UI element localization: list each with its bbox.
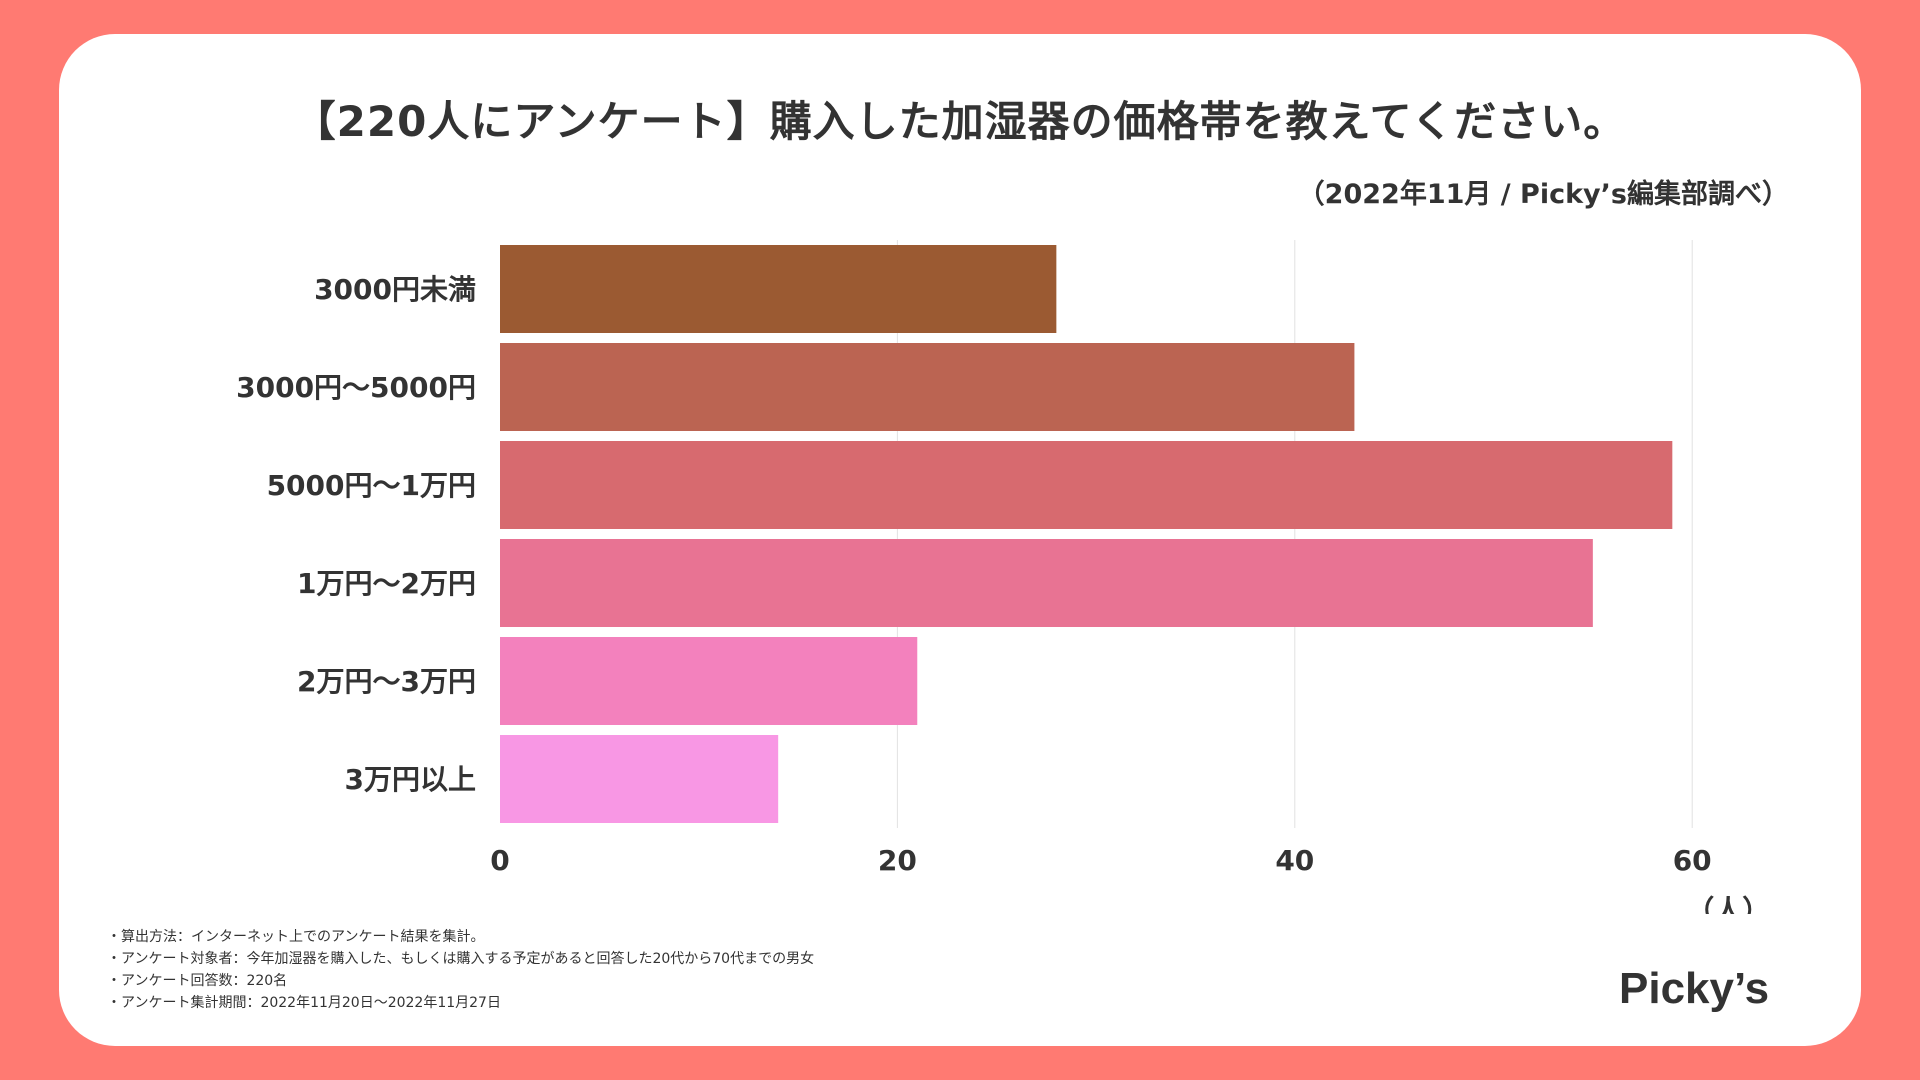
bar-chart: 3000円未満 3000円〜5000円 5000円〜1万円 1万円〜2万円 2万円〜3万…: [236, 240, 1770, 914]
bar-2: [500, 441, 1673, 529]
category-label-0: 3000円未満: [314, 273, 476, 306]
x-tick-label-3: 60: [1673, 844, 1712, 877]
category-label-3: 1万円〜2万円: [297, 567, 476, 600]
category-label-4: 2万円〜3万円: [297, 665, 476, 698]
bar-3: [500, 539, 1593, 627]
chart-title: 【220人にアンケート】購入した加湿器の価格帯を教えてください。: [293, 97, 1627, 146]
bar-5: [500, 735, 779, 823]
note-method: ・算出方法：インターネット上でのアンケート結果を集計。: [107, 929, 485, 945]
source-note: （2022年11月 / Picky’s編集部調べ）: [1297, 179, 1789, 210]
bar-0: [500, 245, 1057, 333]
bar-1: [500, 343, 1355, 431]
x-tick-label-1: 20: [878, 844, 917, 877]
x-tick-label-0: 0: [490, 844, 509, 877]
bar-4: [500, 637, 918, 725]
chart-card: 【220人にアンケート】購入した加湿器の価格帯を教えてください。 （2022年1…: [59, 34, 1861, 1046]
note-period: ・アンケート集計期間：2022年11月20日〜2022年11月27日: [107, 995, 501, 1011]
note-responses: ・アンケート回答数：220名: [107, 973, 288, 989]
category-label-2: 5000円〜1万円: [267, 469, 476, 502]
category-label-1: 3000円〜5000円: [236, 371, 476, 404]
note-target: ・アンケート対象者：今年加湿器を購入した、もしくは購入する予定があると回答した2…: [107, 951, 815, 967]
survey-notes: ・算出方法：インターネット上でのアンケート結果を集計。 ・アンケート対象者：今年…: [107, 926, 814, 1014]
x-tick-label-2: 40: [1275, 844, 1314, 877]
pickys-logo: Picky’s: [1619, 964, 1770, 1013]
category-label-5: 3万円以上: [345, 763, 476, 796]
x-axis-unit-label: （人）: [1686, 894, 1770, 914]
